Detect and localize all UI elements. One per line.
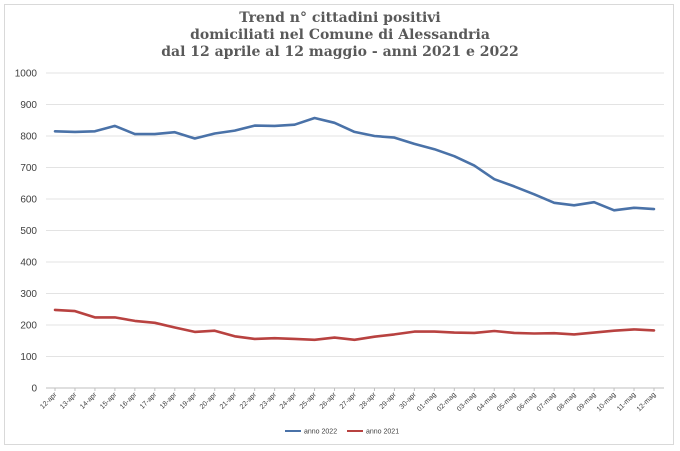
x-tick-label: 15-apr — [99, 391, 119, 411]
x-tick-label: 08-mag — [556, 391, 578, 413]
y-axis: 0 100 200 300 400 500 600 700 800 900 1000 — [15, 69, 38, 395]
x-tick-label: 12-apr — [39, 391, 59, 411]
x-tick-label: 09-mag — [576, 391, 598, 413]
x-tick-label: 20-apr — [199, 391, 219, 411]
x-tick-label: 22-apr — [239, 391, 259, 411]
y-tick-label: 600 — [20, 195, 37, 206]
x-tick-label: 11-mag — [616, 391, 637, 412]
y-tick-label: 900 — [20, 100, 37, 111]
x-tick-label: 26-apr — [319, 391, 339, 411]
series-lines — [53, 116, 656, 342]
x-tick-label: 13-apr — [59, 391, 79, 411]
x-tick-label: 16-apr — [119, 391, 139, 411]
y-tick-label: 500 — [20, 226, 37, 237]
y-tick-label: 700 — [20, 163, 37, 174]
y-tick-label: 200 — [20, 321, 37, 332]
y-tick-label: 1000 — [15, 69, 38, 80]
x-tick-label: 18-apr — [159, 391, 179, 411]
x-tick-label: 02-mag — [436, 391, 458, 413]
x-tick-label: 14-apr — [79, 391, 99, 411]
x-tick-label: 25-apr — [299, 391, 319, 411]
x-tick-label: 04-mag — [476, 391, 498, 413]
x-axis: 12-apr 13-apr 14-apr 15-apr 16-apr 17-apr 18-a… — [39, 388, 657, 413]
x-tick-label: 23-apr — [259, 391, 279, 411]
x-tick-label: 27-apr — [339, 391, 359, 411]
chart-title: Trend n° cittadini positivi domiciliati … — [0, 10, 680, 61]
series-line-1 — [53, 116, 656, 212]
x-tick-label: 12-mag — [636, 391, 658, 413]
x-tick-label: 06-mag — [516, 391, 538, 413]
chart-frame — [4, 4, 674, 445]
series-line-2 — [53, 308, 656, 342]
chart-title-line-2: domiciliati nel Comune di Alessandria — [190, 27, 490, 43]
x-tick-label: 03-mag — [456, 391, 478, 413]
x-tick-label: 01-mag — [416, 391, 438, 413]
y-tick-label: 800 — [20, 132, 37, 143]
y-tick-label: 300 — [20, 289, 37, 300]
y-tick-label: 100 — [20, 352, 37, 363]
gridlines — [46, 72, 664, 389]
x-tick-label: 07-mag — [536, 391, 558, 413]
x-tick-label: 10-mag — [596, 391, 618, 413]
x-tick-label: 28-apr — [359, 391, 379, 411]
x-tick-label: 05-mag — [496, 391, 518, 413]
chart-title-line-1: Trend n° cittadini positivi — [239, 10, 441, 26]
legend-label-2: anno 2021 — [366, 429, 399, 436]
x-tick-label: 29-apr — [379, 391, 399, 411]
legend-label-1: anno 2022 — [304, 429, 337, 436]
chart-title-line-3: dal 12 aprile al 12 maggio - anni 2021 e… — [161, 44, 519, 60]
x-tick-label: 21-apr — [219, 391, 239, 411]
x-tick-label: 24-apr — [279, 391, 299, 411]
y-tick-label: 0 — [31, 384, 37, 395]
y-tick-label: 400 — [20, 258, 37, 269]
x-tick-label: 17-apr — [139, 391, 159, 411]
legend: anno 2022 anno 2021 — [285, 429, 399, 436]
x-tick-label: 19-apr — [179, 391, 199, 411]
